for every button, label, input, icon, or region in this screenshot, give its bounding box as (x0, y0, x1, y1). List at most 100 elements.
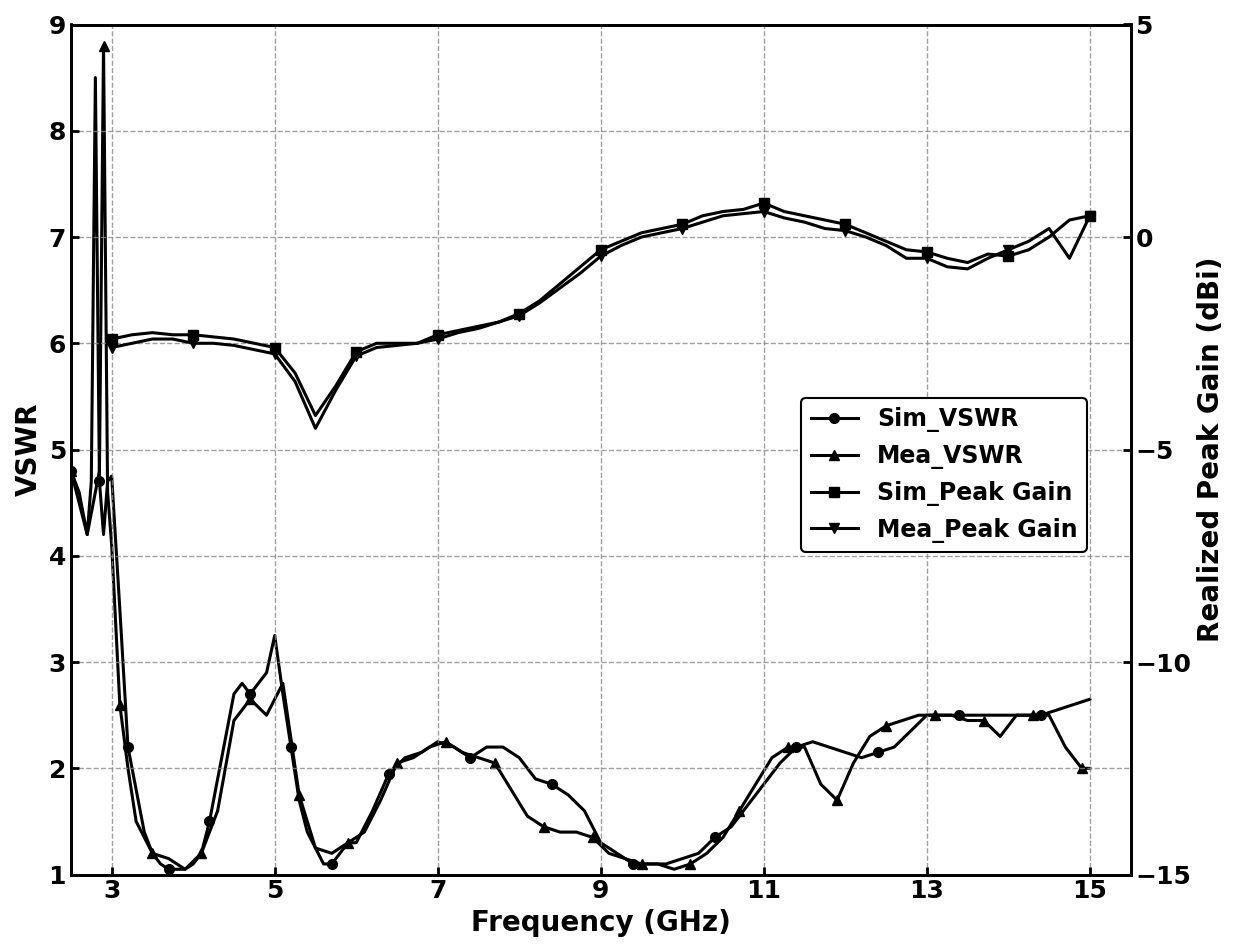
Mea_Peak Gain (715, 210, 730, 222)
Mea_Peak Gain (879, 240, 894, 251)
Y-axis label: VSWR: VSWR (15, 403, 43, 496)
Mea_Peak Gain (145, 333, 160, 345)
Sim_Peak Gain (410, 338, 425, 349)
Mea_Peak Gain (675, 223, 689, 234)
Mea_Peak Gain (696, 216, 711, 228)
Sim_Peak Gain (308, 409, 322, 421)
Mea_Peak Gain (104, 342, 119, 353)
Sim_Peak Gain (268, 342, 283, 353)
Sim_VSWR (88, 72, 103, 84)
Mea_Peak Gain (206, 338, 221, 349)
Legend: Sim_VSWR, Mea_VSWR, Sim_Peak Gain, Mea_Peak Gain: Sim_VSWR, Mea_VSWR, Sim_Peak Gain, Mea_P… (801, 398, 1087, 552)
Sim_Peak Gain (186, 329, 201, 341)
Y-axis label: Realized Peak Gain (dBi): Realized Peak Gain (dBi) (1197, 257, 1225, 643)
Mea_Peak Gain (410, 338, 425, 349)
Mea_VSWR (177, 863, 192, 875)
Sim_Peak Gain (104, 333, 119, 345)
Sim_Peak Gain (491, 316, 506, 327)
Sim_Peak Gain (696, 210, 711, 222)
Mea_VSWR (1009, 709, 1024, 721)
Sim_Peak Gain (838, 219, 853, 230)
Sim_Peak Gain (512, 307, 527, 319)
Mea_Peak Gain (756, 206, 771, 217)
Sim_Peak Gain (329, 380, 343, 391)
Sim_Peak Gain (389, 338, 404, 349)
Mea_Peak Gain (186, 338, 201, 349)
Mea_Peak Gain (614, 240, 629, 251)
Mea_VSWR (813, 779, 828, 790)
Sim_VSWR (854, 752, 869, 764)
Mea_Peak Gain (512, 310, 527, 322)
Sim_Peak Gain (1042, 231, 1056, 243)
Mea_Peak Gain (981, 252, 996, 264)
Sim_VSWR (365, 805, 379, 817)
Sim_Peak Gain (675, 219, 689, 230)
Mea_Peak Gain (593, 250, 608, 262)
Mea_Peak Gain (430, 333, 445, 345)
Mea_Peak Gain (491, 316, 506, 327)
Mea_Peak Gain (450, 327, 465, 338)
Line: Mea_VSWR: Mea_VSWR (66, 41, 1095, 874)
Mea_Peak Gain (389, 340, 404, 351)
Sim_VSWR (63, 466, 78, 477)
Sim_Peak Gain (797, 210, 812, 222)
Mea_Peak Gain (797, 216, 812, 228)
Sim_Peak Gain (348, 347, 363, 358)
Sim_Peak Gain (206, 331, 221, 343)
Mea_Peak Gain (817, 223, 832, 234)
Mea_Peak Gain (329, 385, 343, 396)
Mea_Peak Gain (1061, 252, 1076, 264)
X-axis label: Frequency (GHz): Frequency (GHz) (471, 909, 730, 937)
Sim_Peak Gain (858, 228, 873, 239)
Sim_Peak Gain (981, 248, 996, 260)
Sim_Peak Gain (776, 206, 791, 217)
Mea_Peak Gain (471, 323, 486, 334)
Sim_VSWR (1083, 694, 1097, 705)
Sim_Peak Gain (737, 204, 751, 215)
Mea_Peak Gain (737, 208, 751, 219)
Mea_Peak Gain (1022, 235, 1037, 247)
Line: Sim_Peak Gain: Sim_Peak Gain (107, 198, 1095, 421)
Sim_Peak Gain (879, 235, 894, 247)
Mea_Peak Gain (960, 263, 975, 274)
Sim_Peak Gain (1083, 210, 1097, 222)
Sim_VSWR (95, 529, 110, 541)
Mea_Peak Gain (308, 423, 322, 434)
Sim_Peak Gain (634, 228, 649, 239)
Sim_VSWR (789, 742, 804, 753)
Line: Mea_Peak Gain: Mea_Peak Gain (107, 207, 1095, 433)
Mea_Peak Gain (655, 228, 670, 239)
Sim_Peak Gain (471, 321, 486, 332)
Line: Sim_VSWR: Sim_VSWR (66, 72, 1095, 874)
Sim_Peak Gain (614, 235, 629, 247)
Mea_VSWR (95, 40, 110, 51)
Mea_VSWR (895, 715, 910, 726)
Sim_Peak Gain (145, 327, 160, 338)
Sim_Peak Gain (430, 329, 445, 341)
Sim_Peak Gain (1001, 250, 1016, 262)
Mea_Peak Gain (370, 342, 384, 353)
Sim_Peak Gain (1061, 214, 1076, 226)
Sim_Peak Gain (553, 278, 568, 289)
Sim_Peak Gain (247, 338, 262, 349)
Mea_Peak Gain (247, 344, 262, 355)
Sim_Peak Gain (940, 252, 955, 264)
Sim_Peak Gain (573, 261, 588, 272)
Mea_Peak Gain (776, 212, 791, 224)
Sim_Peak Gain (919, 247, 934, 258)
Mea_Peak Gain (532, 297, 547, 308)
Sim_Peak Gain (715, 206, 730, 217)
Sim_Peak Gain (593, 244, 608, 255)
Sim_VSWR (430, 736, 445, 747)
Mea_Peak Gain (288, 376, 303, 387)
Mea_VSWR (63, 466, 78, 477)
Mea_Peak Gain (1042, 223, 1056, 234)
Sim_Peak Gain (960, 257, 975, 268)
Mea_Peak Gain (268, 348, 283, 360)
Sim_Peak Gain (370, 338, 384, 349)
Mea_Peak Gain (348, 350, 363, 362)
Mea_Peak Gain (1083, 210, 1097, 222)
Mea_Peak Gain (919, 252, 934, 264)
Mea_Peak Gain (858, 231, 873, 243)
Mea_VSWR (1083, 763, 1097, 774)
